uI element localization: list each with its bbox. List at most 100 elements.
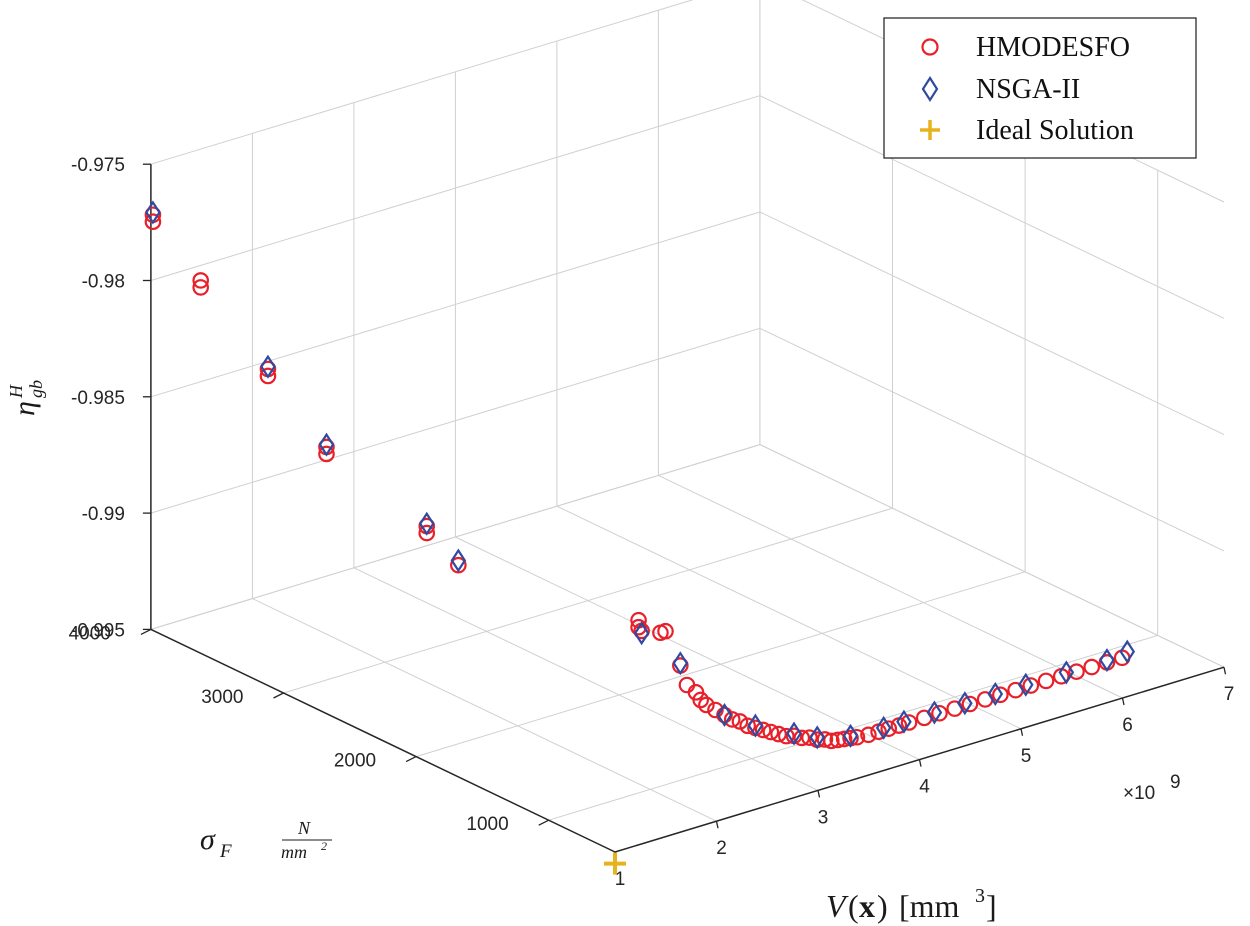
grid-sidewall-z-line (150, 0, 694, 165)
y-tick-label: 2000 (334, 751, 376, 772)
tick-labels: 1 2 3 4 5 6 7 1000 2000 3000 4000-0.995 -0.99 -0.985… (69, 155, 1235, 890)
grid-floor-x-line (252, 598, 717, 822)
legend-label-ideal: Ideal Solution (976, 115, 1134, 146)
z-axis-title-symbol: η (8, 401, 41, 416)
point-nsga (145, 200, 161, 225)
y-axis-line (150, 628, 616, 853)
point-nsga (926, 700, 943, 725)
point-hmodesfo (992, 686, 1009, 704)
y-axis-title: σ F N mm 2 (200, 818, 332, 862)
grid-floor-y-line (548, 634, 1158, 821)
x-axis-title-unit-close: ] (986, 888, 997, 924)
axes-lines (140, 163, 1227, 860)
point-hmodesfo (778, 727, 795, 745)
point-hmodesfo (692, 691, 709, 709)
point-hmodesfo (657, 622, 674, 640)
point-hmodesfo (192, 272, 209, 289)
point-hmodesfo (192, 279, 209, 296)
point-hmodesfo (961, 695, 979, 713)
x-tick-mark (1223, 667, 1227, 675)
point-nsga (1017, 672, 1034, 697)
grid-sidewall-z-line (150, 211, 761, 398)
point-nsga (786, 721, 802, 746)
point-hmodesfo (1083, 658, 1101, 676)
x-tick-label: 2 (716, 838, 727, 859)
point-nsga (450, 548, 467, 573)
y-tick-label: 3000 (201, 687, 243, 708)
x-tick-mark (918, 759, 922, 767)
x-tick-label: 4 (919, 777, 930, 798)
point-nsga (1119, 639, 1136, 664)
z-axis-title-superscript: H (6, 384, 26, 399)
legend-circle-marker (921, 38, 939, 56)
grid-sidewall-z-line (150, 95, 761, 281)
x-axis-title-arg: x (859, 888, 875, 924)
point-hmodesfo (793, 729, 811, 747)
grid-backwall-z-line (759, 211, 1225, 436)
y-tick-label: 4000 (69, 623, 111, 644)
z-tick-label: -0.99 (82, 504, 125, 525)
x-axis-title-unit: [mm (899, 888, 960, 924)
x-axis-exponent-power: 9 (1170, 772, 1181, 793)
legend: HMODESFO NSGA-II Ideal Solution (883, 17, 1197, 159)
x-tick-label: 3 (818, 807, 829, 828)
point-ideal-solution (604, 852, 626, 875)
x-tick-label: 6 (1122, 715, 1133, 736)
point-hmodesfo (770, 725, 787, 743)
point-nsga (957, 691, 973, 716)
point-hmodesfo (318, 445, 335, 463)
legend-label-nsga: NSGA-II (976, 74, 1080, 105)
grid-backwall-z-line (759, 327, 1225, 552)
grid-floor-x-line (353, 567, 819, 791)
point-hmodesfo (823, 732, 840, 750)
z-tick-label: -0.985 (71, 388, 125, 409)
grid-backwall-z-line (759, 95, 1225, 319)
point-hmodesfo (801, 729, 818, 746)
y-tick-label: 1000 (466, 814, 508, 835)
z-axis-title: η gb H (6, 380, 46, 416)
point-hmodesfo (723, 711, 741, 728)
point-nsga (418, 511, 435, 536)
point-hmodesfo (1037, 672, 1055, 690)
point-hmodesfo (678, 676, 696, 694)
legend-diamond-marker (921, 75, 939, 103)
x-axis-title: V ( x ) [mm 3 ] (826, 885, 997, 924)
x-tick-mark (817, 790, 821, 798)
axes-grid (150, 0, 1225, 853)
point-nsga (1099, 648, 1115, 673)
x-tick-mark (1121, 697, 1125, 706)
y-tick-mark (405, 756, 417, 763)
point-hmodesfo (698, 696, 715, 714)
point-hmodesfo (1022, 677, 1040, 694)
grid-floor-x-line (455, 536, 920, 761)
point-nsga (318, 432, 335, 457)
x-tick-mark (1020, 728, 1024, 736)
point-hmodesfo (900, 714, 918, 731)
data-points (144, 200, 1136, 875)
z-axis-title-subscript: gb (26, 380, 46, 398)
x-axis-title-close-paren: ) (877, 888, 888, 924)
point-hmodesfo (835, 730, 853, 748)
x-axis-exponent-base: ×10 (1123, 783, 1155, 804)
point-hmodesfo (754, 721, 772, 739)
y-tick-mark (140, 628, 152, 635)
x-axis-title-unit-exp: 3 (975, 885, 985, 907)
point-hmodesfo (931, 704, 948, 722)
z-tick-label: -0.975 (71, 155, 125, 176)
y-tick-mark (273, 692, 284, 699)
point-hmodesfo (762, 723, 780, 741)
y-axis-title-unit-den: mm (281, 842, 307, 862)
y-axis-title-symbol: σ (200, 823, 216, 856)
point-nsga (716, 703, 733, 728)
z-tick-label: -0.98 (82, 272, 125, 293)
grid-floor-x-line (658, 474, 1123, 699)
grid-floor-y-line (150, 444, 761, 630)
y-axis-title-subscript: F (219, 841, 232, 862)
point-nsga (987, 681, 1004, 707)
point-nsga (260, 354, 276, 379)
point-nsga (672, 651, 689, 676)
x-axis-title-symbol: V (826, 888, 849, 924)
point-hmodesfo (860, 726, 877, 744)
z-tick-label: -0.995 (71, 620, 125, 641)
